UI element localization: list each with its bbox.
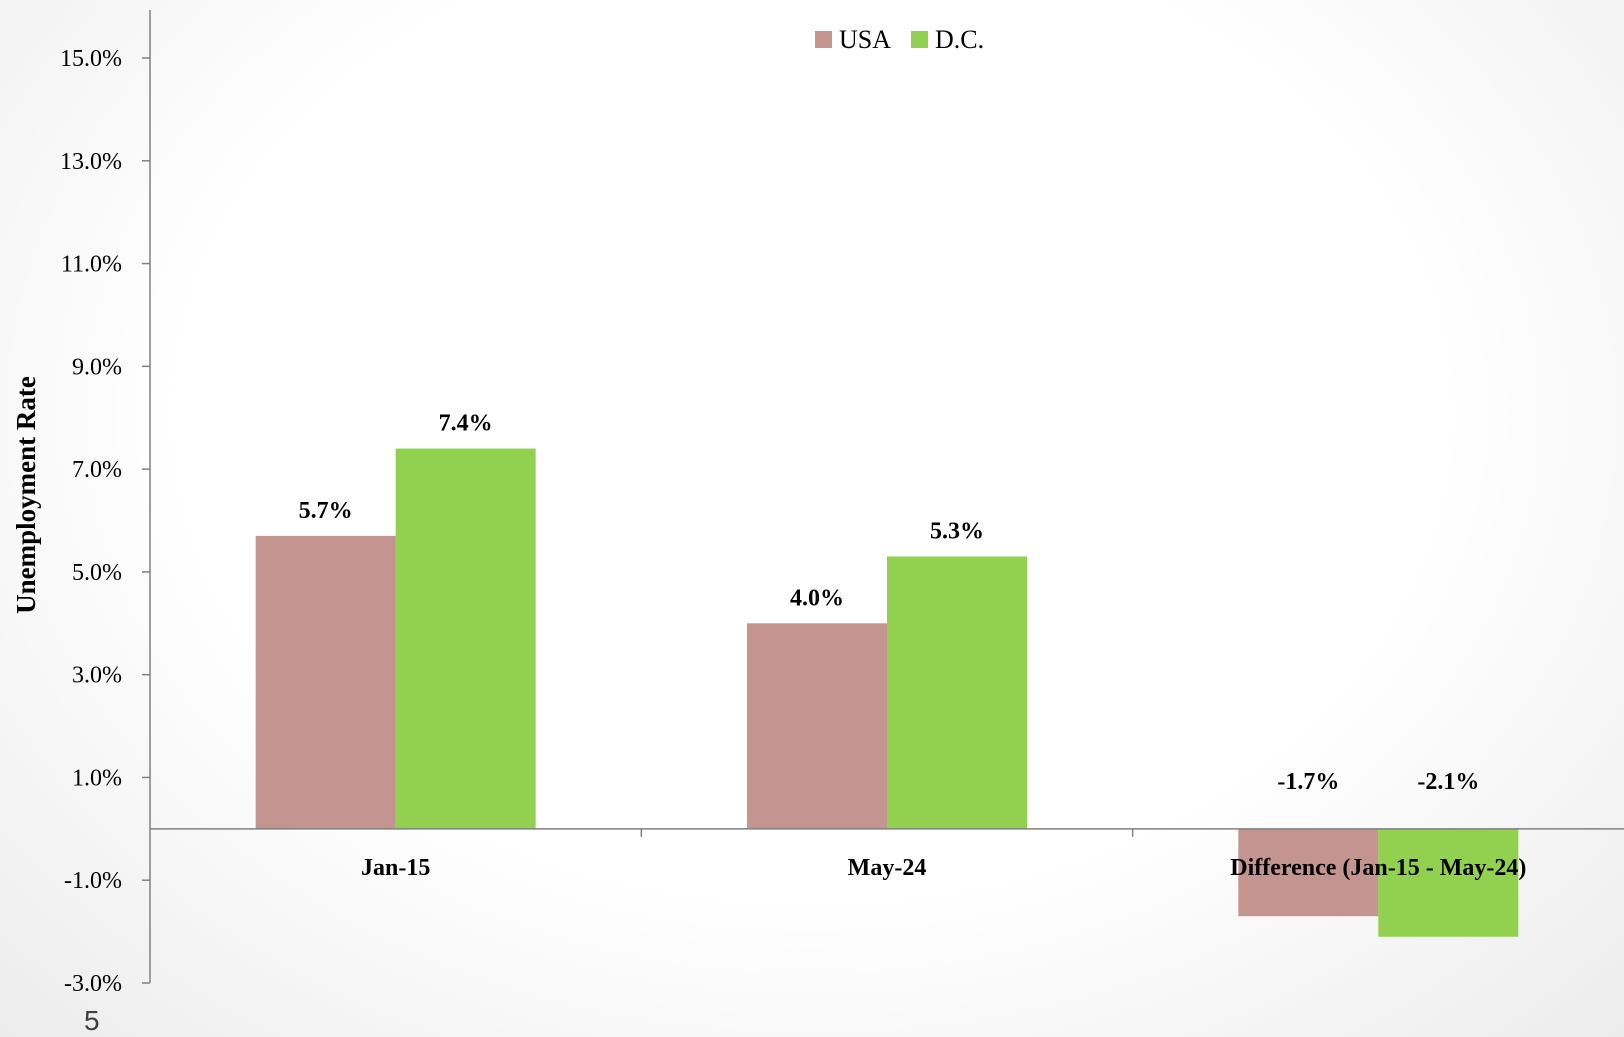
bar-dc-0 bbox=[395, 448, 536, 829]
y-tick-label: 11.0% bbox=[61, 252, 122, 278]
y-axis-title: Unemployment Rate bbox=[11, 376, 41, 614]
y-tick-label: 9.0% bbox=[72, 354, 122, 380]
y-tick-label: 5.0% bbox=[72, 560, 122, 586]
legend-swatch bbox=[911, 31, 929, 48]
bar-dc-2 bbox=[1378, 828, 1519, 937]
legend-label: D.C. bbox=[935, 25, 984, 54]
slide-number: 5 bbox=[84, 1005, 100, 1036]
bar-usa-2 bbox=[1238, 828, 1379, 917]
legend: USA D.C. bbox=[815, 25, 984, 54]
y-tick-label: 15.0% bbox=[60, 46, 122, 72]
bar-usa-1 bbox=[747, 623, 887, 829]
x-category-label: Jan-15 bbox=[361, 855, 430, 881]
legend-label: USA bbox=[839, 25, 891, 54]
data-label: -2.1% bbox=[1417, 769, 1479, 795]
x-axis bbox=[150, 828, 1624, 837]
data-label: 7.4% bbox=[439, 411, 493, 437]
data-label: -1.7% bbox=[1277, 769, 1339, 795]
bar-dc-1 bbox=[887, 556, 1027, 829]
y-axis: -3.0% -1.0% 1.0% 3.0% 5.0% 7.0% 9.0% 11.0% 13.0%… bbox=[60, 10, 151, 997]
bar-usa-0 bbox=[255, 535, 396, 829]
x-category-label: May-24 bbox=[848, 855, 927, 881]
x-category-label: Difference (Jan-15 - May-24) bbox=[1230, 855, 1526, 881]
bars bbox=[255, 448, 1519, 937]
y-tick-label: 13.0% bbox=[60, 149, 122, 175]
y-tick-label: -1.0% bbox=[64, 868, 122, 894]
data-label: 4.0% bbox=[790, 585, 844, 611]
y-tick-label: -3.0% bbox=[64, 971, 122, 997]
data-label: 5.7% bbox=[299, 498, 353, 524]
data-labels: 5.7% 7.4% Jan-15 4.0% 5.3% May-24 -1.7% -2.1% Di… bbox=[299, 411, 1527, 881]
y-tick-label: 3.0% bbox=[72, 663, 122, 689]
y-tick-label: 1.0% bbox=[72, 765, 122, 791]
data-label: 5.3% bbox=[930, 518, 984, 544]
legend-swatch bbox=[815, 31, 832, 48]
y-tick-label: 7.0% bbox=[72, 457, 122, 483]
